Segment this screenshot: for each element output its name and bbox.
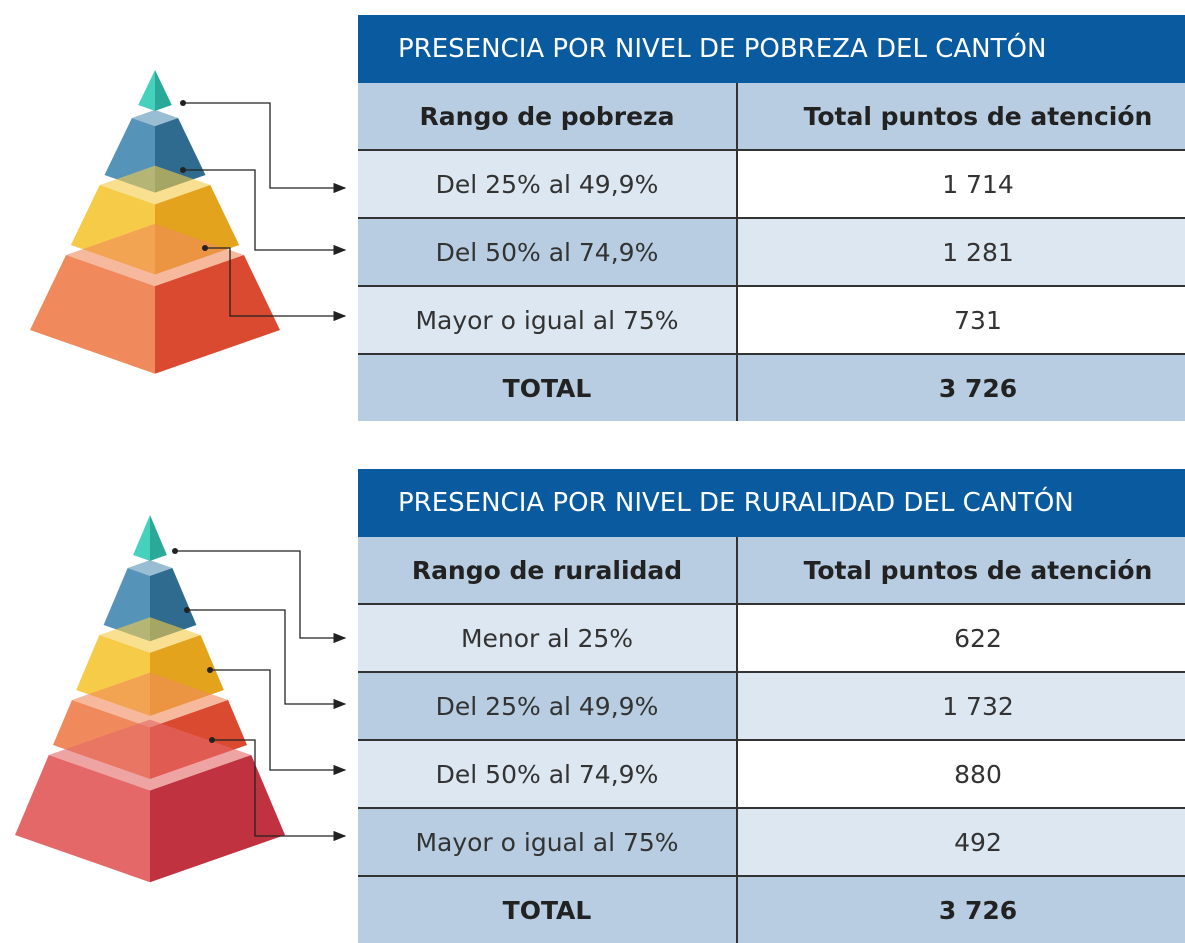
cell: Del 25% al 49,9%	[358, 150, 737, 218]
cell: Del 50% al 74,9%	[358, 740, 737, 808]
page: PRESENCIA POR NIVEL DE POBREZA DEL CANTÓ…	[0, 0, 1185, 930]
connector	[183, 103, 345, 188]
data-row: Del 50% al 74,9%880	[358, 740, 1185, 808]
total-cell: TOTAL	[358, 876, 737, 943]
cell: 1 732	[737, 672, 1185, 740]
data-row: Mayor o igual al 75%492	[358, 808, 1185, 876]
cell: 622	[737, 604, 1185, 672]
header-cell: Total puntos de atención	[737, 83, 1185, 150]
table-title: PRESENCIA POR NIVEL DE RURALIDAD DEL CAN…	[358, 469, 1185, 537]
header-cell: Rango de pobreza	[358, 83, 737, 150]
cell: 492	[737, 808, 1185, 876]
connector	[175, 551, 345, 638]
header-cell: Total puntos de atención	[737, 537, 1185, 604]
cell: 880	[737, 740, 1185, 808]
cell: Del 50% al 74,9%	[358, 218, 737, 286]
total-cell: 3 726	[737, 354, 1185, 421]
pyramid-left-face	[138, 70, 155, 111]
cell: Del 25% al 49,9%	[358, 672, 737, 740]
cell: Mayor o igual al 75%	[358, 808, 737, 876]
data-row: Del 25% al 49,9%1 732	[358, 672, 1185, 740]
table-rurality: PRESENCIA POR NIVEL DE RURALIDAD DEL CAN…	[358, 469, 1185, 943]
pyramids	[0, 0, 358, 930]
data-row: Menor al 25%622	[358, 604, 1185, 672]
pyramid-right-face	[150, 515, 167, 561]
total-cell: 3 726	[737, 876, 1185, 943]
table-poverty: PRESENCIA POR NIVEL DE POBREZA DEL CANTÓ…	[358, 15, 1185, 421]
cell: 731	[737, 286, 1185, 354]
cell: Mayor o igual al 75%	[358, 286, 737, 354]
total-cell: TOTAL	[358, 354, 737, 421]
pyramid-left-face	[133, 515, 150, 561]
cell: 1 281	[737, 218, 1185, 286]
cell: Menor al 25%	[358, 604, 737, 672]
pyramid-right-face	[155, 70, 172, 111]
data-row: Del 25% al 49,9%1 714	[358, 150, 1185, 218]
cell: 1 714	[737, 150, 1185, 218]
header-cell: Rango de ruralidad	[358, 537, 737, 604]
table-title: PRESENCIA POR NIVEL DE POBREZA DEL CANTÓ…	[358, 15, 1185, 83]
data-row: Del 50% al 74,9%1 281	[358, 218, 1185, 286]
data-row: Mayor o igual al 75%731	[358, 286, 1185, 354]
